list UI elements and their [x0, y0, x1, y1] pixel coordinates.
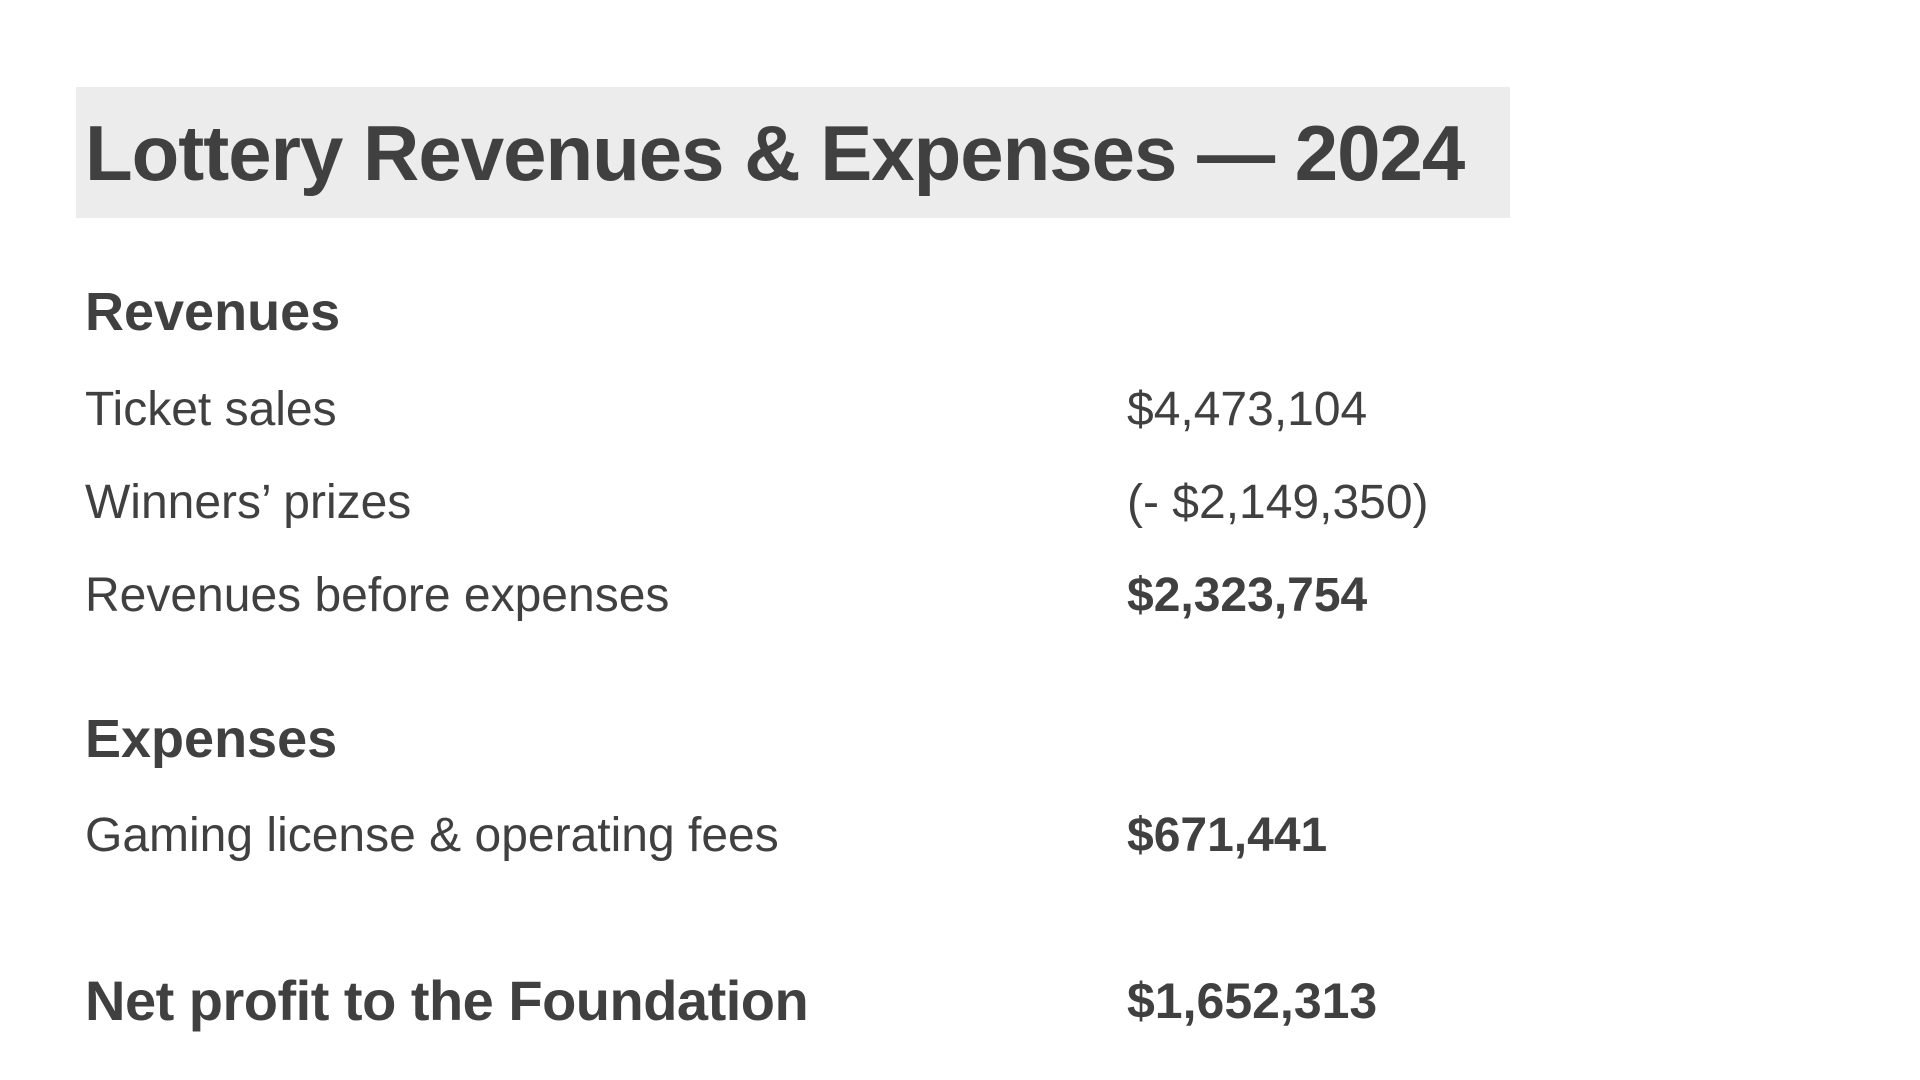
- ticket-sales-value: $4,473,104: [1127, 383, 1368, 436]
- revenues-before-expenses-label: Revenues before expenses: [85, 569, 670, 622]
- net-profit-value: $1,652,313: [1127, 973, 1378, 1029]
- winners-prizes-label: Winners’ prizes: [85, 476, 412, 529]
- revenues-heading: Revenues: [85, 282, 341, 342]
- page-title: Lottery Revenues & Expenses — 2024: [85, 109, 1465, 197]
- net-profit-label: Net profit to the Foundation: [85, 969, 809, 1032]
- expenses-heading: Expenses: [85, 709, 338, 769]
- revenues-before-expenses-value: $2,323,754: [1127, 569, 1368, 622]
- ticket-sales-label: Ticket sales: [85, 383, 337, 436]
- gaming-fees-value: $671,441: [1127, 809, 1328, 862]
- gaming-fees-label: Gaming license & operating fees: [85, 809, 779, 862]
- title-band: [76, 87, 1510, 218]
- winners-prizes-value: (- $2,149,350): [1127, 476, 1429, 529]
